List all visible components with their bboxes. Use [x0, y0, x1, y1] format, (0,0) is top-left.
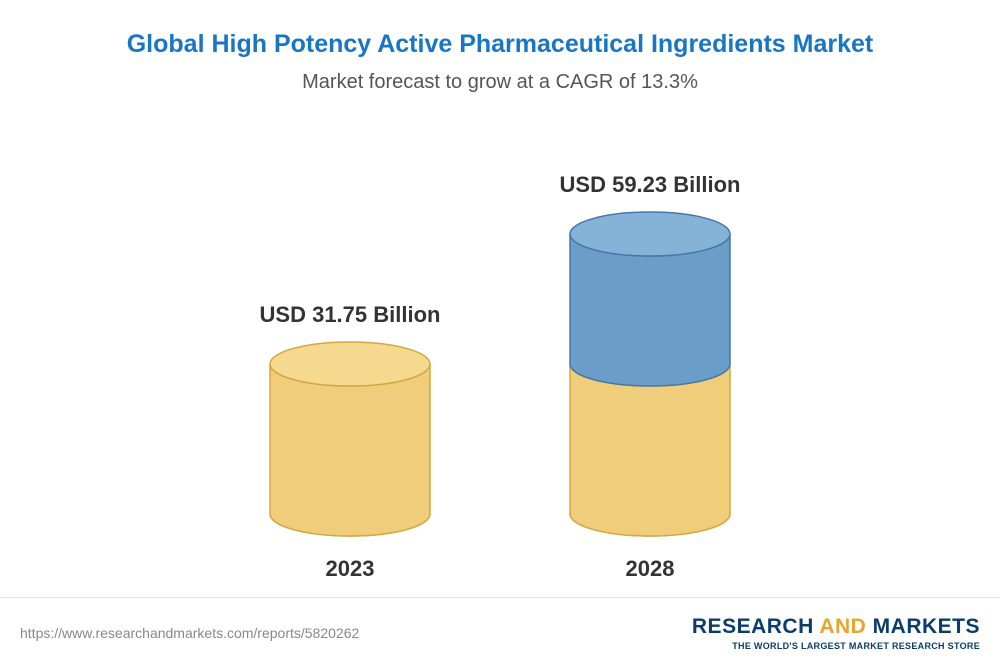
logo-text: RESEARCH AND MARKETS — [692, 615, 980, 639]
logo-and-word: AND — [819, 615, 866, 638]
footer: https://www.researchandmarkets.com/repor… — [0, 597, 1000, 667]
source-url: https://www.researchandmarkets.com/repor… — [20, 625, 359, 641]
logo-tagline: THE WORLD'S LARGEST MARKET RESEARCH STOR… — [692, 641, 980, 651]
svg-text:USD 31.75 Billion: USD 31.75 Billion — [260, 302, 441, 327]
main-container: Global High Potency Active Pharmaceutica… — [0, 0, 1000, 667]
chart-title: Global High Potency Active Pharmaceutica… — [127, 30, 874, 59]
logo-markets-word: MARKETS — [873, 615, 980, 638]
svg-text:USD 59.23 Billion: USD 59.23 Billion — [560, 172, 741, 197]
svg-text:2028: 2028 — [626, 556, 675, 581]
brand-logo: RESEARCH AND MARKETS THE WORLD'S LARGEST… — [692, 615, 980, 651]
cylinder-chart-svg: USD 31.75 Billion 2023 USD 59.23 Billion 20… — [0, 134, 1000, 584]
logo-research-word: RESEARCH — [692, 615, 814, 638]
chart-subtitle: Market forecast to grow at a CAGR of 13.… — [302, 71, 698, 94]
svg-text:2023: 2023 — [326, 556, 375, 581]
chart-area: USD 31.75 Billion 2023 USD 59.23 Billion 20… — [0, 134, 1000, 667]
